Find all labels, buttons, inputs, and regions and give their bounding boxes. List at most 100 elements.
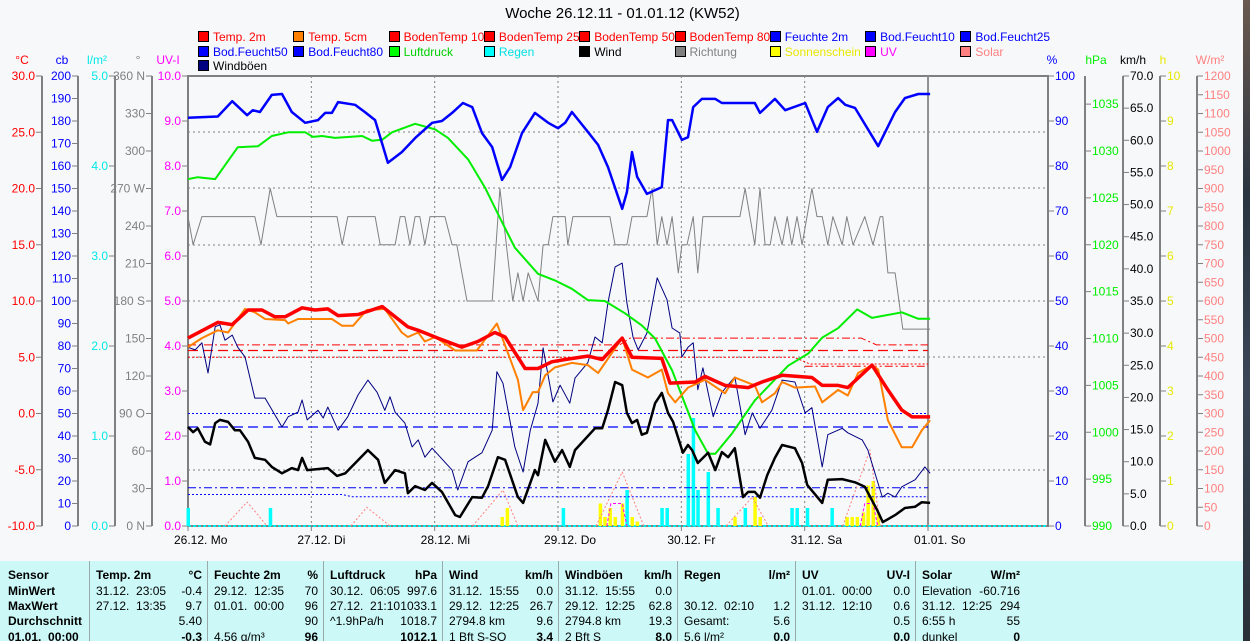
table-column: Luftdruck hPa 30.12. 06:05 997.6 27.12. 21:1…: [323, 561, 443, 641]
legend-item-richtung: Richtung: [674, 45, 737, 59]
cell-label: 01.01. 00:00: [802, 584, 873, 598]
tick-label-uv: 0.0: [164, 519, 181, 533]
column-unit: %: [307, 568, 318, 582]
cell-value: 1033.1: [400, 599, 437, 613]
legend-label: Bod.Feucht25: [975, 30, 1051, 44]
tick-label-hum: 20: [1055, 429, 1069, 443]
axis-unit-cb: cb: [56, 53, 69, 67]
legend-item-bod-feucht80: Bod.Feucht80: [293, 45, 383, 59]
bar-sonnenschein: [613, 517, 618, 526]
tick-label-temp: -10.0: [8, 519, 36, 533]
cell-label: 5.6 l/m²: [684, 630, 725, 641]
tick-label-sun: 10: [1167, 69, 1181, 83]
legend-swatch: [198, 60, 209, 71]
column-unit: km/h: [643, 568, 672, 582]
bar-regen: [691, 418, 696, 526]
bar-sonnenschein: [753, 496, 757, 526]
tick-label-dir: 0 N: [126, 519, 145, 533]
legend-swatch: [388, 31, 400, 42]
legend-swatch: [579, 31, 591, 42]
bar-sonnenschein: [635, 521, 640, 526]
window-edge: [1243, 0, 1250, 641]
tick-label-kmh: 20.0: [1130, 390, 1154, 404]
tick-label-cb: 10: [58, 497, 72, 511]
column-unit: W/m²: [990, 568, 1020, 582]
cell-value: 96: [304, 599, 318, 613]
cell-label: 2 Bft S: [565, 630, 602, 641]
cell-value: 0.0: [536, 584, 553, 598]
tick-label-hpa: 1015: [1092, 285, 1119, 299]
tick-label-uv: 2.0: [164, 429, 181, 443]
bar-regen: [268, 508, 273, 526]
tick-label-cb: 0: [64, 519, 71, 533]
legend-swatch: [198, 45, 209, 57]
column-unit: °C: [188, 568, 202, 582]
legend-label: Windböen: [213, 59, 268, 73]
day-label: 31.12. Sa: [791, 533, 843, 547]
cell-value: 0.0: [655, 584, 672, 598]
bar-regen: [665, 508, 669, 526]
cell-value: 62.8: [648, 599, 672, 613]
cell-label: 29.12. 12:35: [214, 584, 285, 598]
tick-label-hpa: 1005: [1092, 378, 1119, 392]
legend-label: Luftdruck: [403, 44, 453, 59]
series-temp-5cm: [187, 307, 931, 449]
legend-swatch: [960, 45, 972, 57]
bar-regen: [743, 508, 748, 526]
legend-item-temp-2m: Temp. 2m: [198, 30, 266, 44]
legend-swatch: [674, 45, 686, 57]
tick-label-hum: 40: [1055, 339, 1069, 353]
table-column: Wind km/h 31.12. 15:55 0.0 29.12. 12:25 26.7 2…: [442, 561, 559, 641]
cell-label: 1 Bft S-SO: [449, 630, 507, 641]
legend-label: Temp. 2m: [213, 30, 266, 44]
tick-label-uv: 6.0: [164, 249, 181, 263]
tick-label-uv: 5.0: [164, 294, 181, 308]
column-header: Solar: [922, 568, 953, 582]
tick-label-kmh: 25.0: [1130, 358, 1154, 372]
column-header: Feuchte 2m: [214, 568, 281, 582]
tick-label-hum: 100: [1055, 69, 1075, 83]
bar-sonnenschein: [620, 503, 625, 526]
tick-label-kmh: 65.0: [1130, 101, 1154, 115]
legend-item-windb-en: Windböen: [198, 59, 267, 73]
legend-label: Temp. 5cm: [308, 30, 367, 44]
cell-value: 0: [1013, 630, 1020, 641]
axis-unit-sun: h: [1160, 53, 1167, 67]
tick-label-solar: 250: [1204, 425, 1224, 439]
series-temp-2m: [187, 304, 931, 419]
legend-item-feuchte-2m: Feuchte 2m: [769, 30, 848, 44]
legend-item-bod-feucht10: Bod.Feucht10: [865, 30, 955, 44]
tick-label-cb: 20: [58, 474, 72, 488]
legend-label: Bod.Feucht50: [213, 44, 288, 59]
tick-label-rain: 3.0: [91, 249, 108, 263]
cell-label: 27.12. 13:35: [96, 599, 167, 613]
tick-label-kmh: 30.0: [1130, 326, 1154, 340]
tick-label-solar: 1000: [1204, 144, 1231, 158]
bar-regen: [186, 508, 190, 526]
tick-label-temp: 20.0: [12, 182, 36, 196]
day-label: 29.12. Do: [544, 533, 596, 547]
series-uv: [859, 503, 879, 527]
bar-sonnenschein: [505, 508, 510, 526]
legend-item-solar: Solar: [960, 45, 1003, 59]
legend-swatch: [388, 45, 400, 57]
tick-label-kmh: 60.0: [1130, 133, 1154, 147]
bar-sonnenschein: [598, 503, 603, 526]
legend-swatch: [483, 31, 495, 42]
tick-label-sun: 3: [1167, 384, 1174, 398]
tick-label-cb: 200: [51, 69, 71, 83]
tick-label-dir: 120: [125, 369, 145, 383]
tick-label-cb: 60: [58, 384, 72, 398]
tick-label-hum: 90: [1055, 114, 1069, 128]
tick-label-sun: 0: [1167, 519, 1174, 533]
legend-swatch: [198, 31, 209, 42]
cell-label: 01.01. 00:00: [214, 599, 285, 613]
cell-label: 31.12. 23:05: [96, 584, 167, 598]
tick-label-solar: 850: [1204, 200, 1224, 214]
day-label: 30.12. Fr: [667, 533, 715, 547]
legend-item-wind: Wind: [579, 45, 622, 59]
tick-label-hum: 80: [1055, 159, 1069, 173]
tick-label-hum: 10: [1055, 474, 1069, 488]
tick-label-rain: 4.0: [91, 159, 108, 173]
cell-value: -0.4: [181, 584, 202, 598]
